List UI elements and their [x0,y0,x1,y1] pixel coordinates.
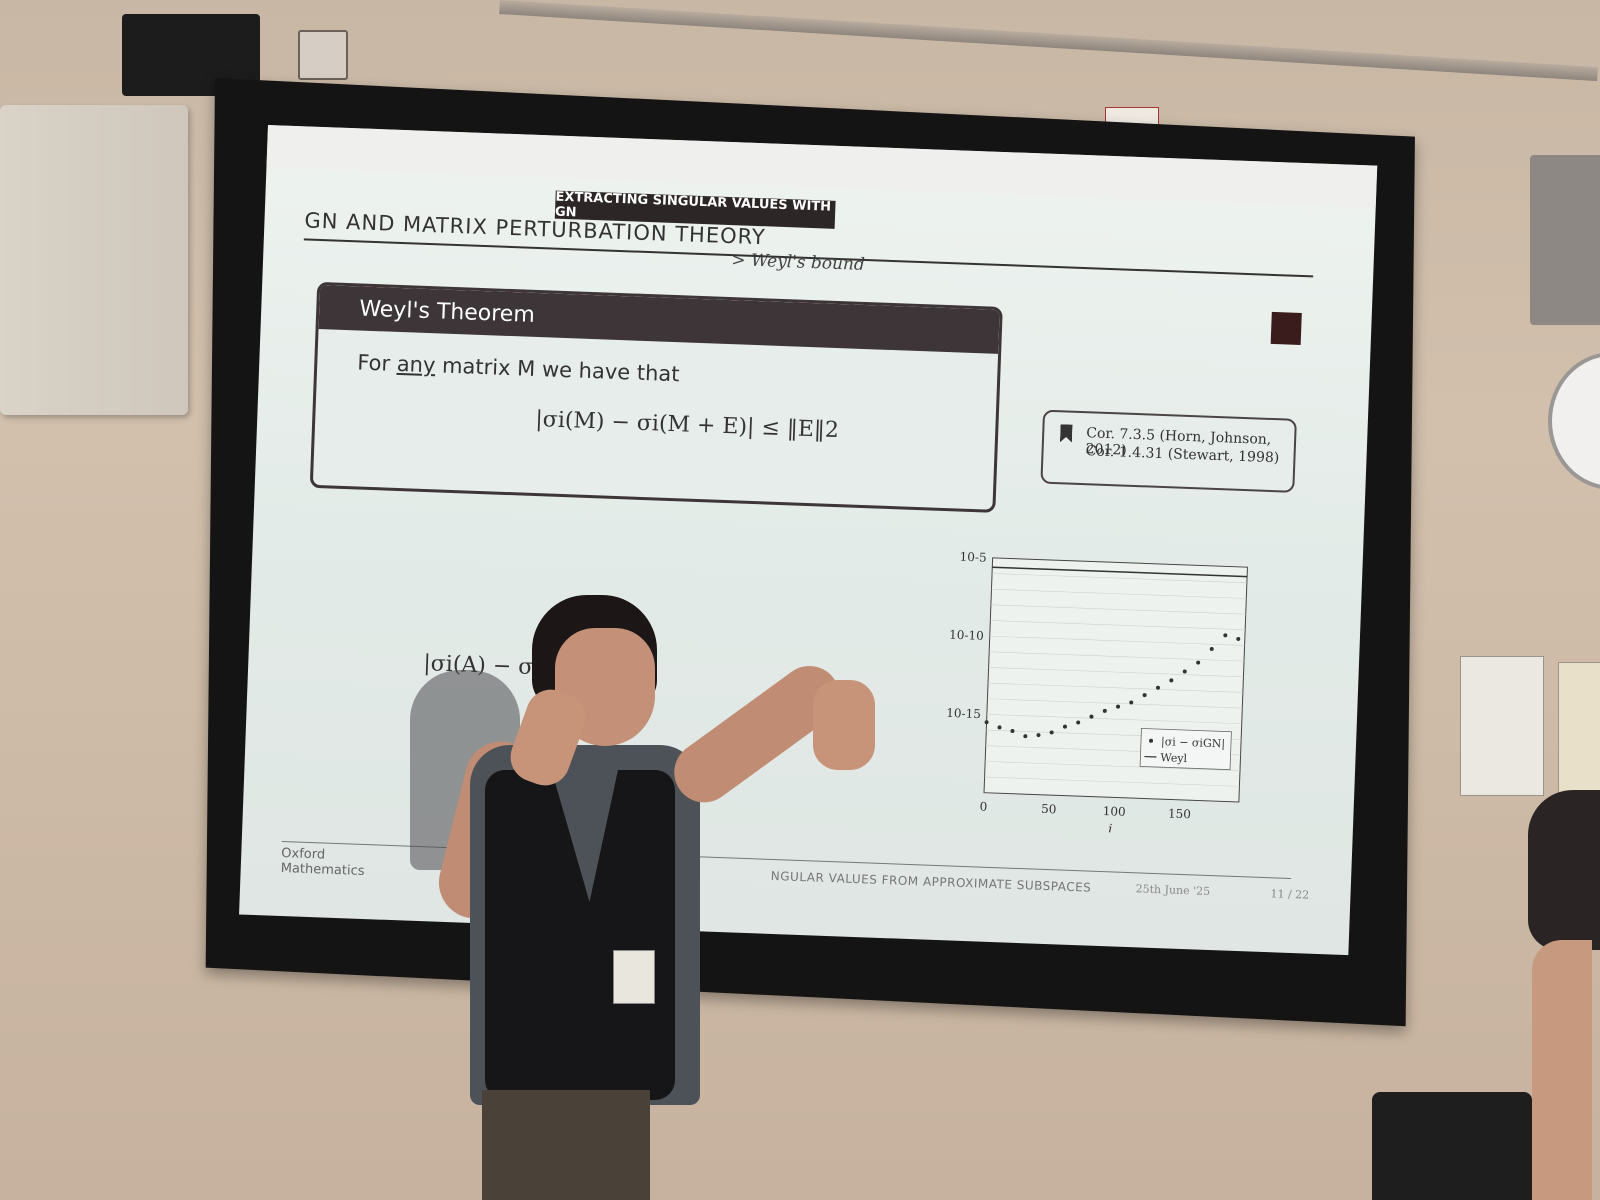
audience-member-head [1528,790,1600,950]
error-point [1155,685,1160,690]
bookmark-icon [1060,424,1073,442]
footer-date: 25th June '25 [1135,882,1211,899]
x-tick-label: 0 [979,800,987,814]
y-tick-label: 10-5 [959,550,986,565]
presenter-legs [482,1090,650,1200]
y-tick-label: 10-15 [946,706,981,721]
x-tick-label: 50 [1041,802,1057,817]
error-point [1023,734,1028,739]
footer-page-number: 11 / 22 [1270,887,1310,902]
error-point [1036,733,1041,738]
legend-label: Weyl [1160,751,1188,765]
x-tick-label: 100 [1102,804,1125,819]
weyl-inequality: |σi(M) − σi(M + E)| ≤ ‖E‖2 [534,407,840,444]
theorem-text-prefix: For [356,350,398,376]
grid-line [989,651,1245,662]
error-point [1142,693,1147,698]
theorem-text-emphasis: any [396,351,436,378]
error-point [1209,646,1214,651]
grid-line [989,635,1245,646]
presenter-right-hand [813,680,875,770]
error-point [1169,678,1174,683]
error-point [984,720,989,725]
grid-line [986,714,1242,725]
footer-talk-title: NGULAR VALUES FROM APPROXIMATE SUBSPACES [770,868,1092,895]
grid-line [988,667,1244,678]
lanyard-badge [613,950,655,1004]
y-tick-label: 10-10 [949,628,984,643]
grid-line [987,698,1243,709]
wall-fixture [1530,155,1600,325]
error-point [1196,660,1201,665]
wall-speaker [0,105,188,415]
weyl-bound-line [992,566,1248,578]
error-point [1223,633,1228,638]
chair [1372,1092,1532,1200]
legend-marker [1149,738,1154,743]
grid-line [990,620,1246,631]
error-point [1129,700,1134,705]
error-point [1062,724,1067,729]
grid-line [988,682,1243,693]
grid-line [991,588,1247,599]
theorem-heading: Weyl's Theorem [318,285,1000,354]
error-point [1116,704,1121,709]
legend-box [1139,727,1232,771]
x-tick-label: 150 [1168,806,1191,821]
error-point [1010,729,1015,734]
error-point [1236,636,1241,641]
x-axis-label: i [1108,822,1113,837]
theorem-text-suffix: matrix M we have that [434,353,680,387]
grid-line [984,776,1240,787]
singular-value-error-plot: 10-5 10-10 10-15 0 50 100 150 i |σi − σiGN|Weyl [946,550,1248,837]
error-point [1089,714,1094,719]
wall-notice [1558,662,1600,802]
footer-organisation: Oxford Mathematics [280,846,365,879]
theorem-statement: For any matrix M we have that [357,350,680,386]
error-point [1076,720,1081,725]
legend-label: |σi − σiGN| [1161,735,1226,751]
reference-box: Cor. 7.3.5 (Horn, Johnson, 2012) Cor. 1.… [1040,409,1297,493]
oxford-logo [1270,311,1302,345]
wall-poster [1460,656,1544,796]
wall-socket [298,30,348,80]
grid-line [990,604,1246,615]
grid-line [985,761,1241,772]
audience-member-arm [1532,940,1592,1200]
error-point [1182,669,1187,674]
theorem-box: Weyl's Theorem For any matrix M we have … [309,281,1003,513]
error-point [1102,708,1107,713]
error-point [997,725,1002,730]
presentation-slide: EXTRACTING SINGULAR VALUES WITH GN GN AN… [239,125,1378,956]
error-point [1049,730,1054,735]
footer-org-line: Mathematics [280,860,365,880]
grid-line [992,573,1247,584]
